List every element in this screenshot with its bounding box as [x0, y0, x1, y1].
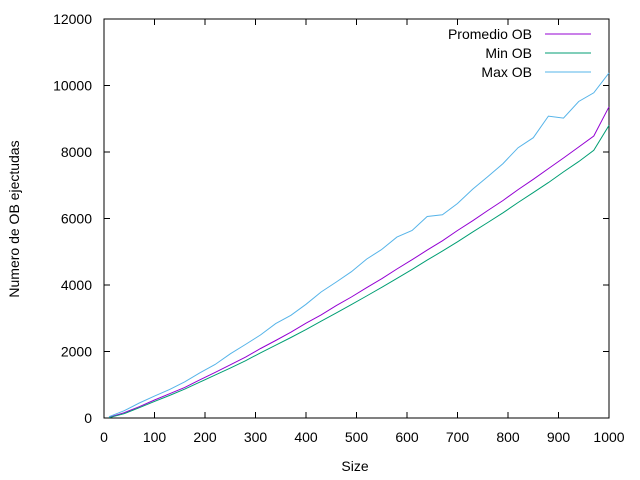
series-line-2 [108, 125, 610, 419]
y-axis-label: Numero de OB ejectudas [6, 140, 22, 297]
x-tick-label: 200 [193, 429, 217, 445]
y-tick-label: 12000 [53, 11, 92, 27]
x-tick-label: 500 [345, 429, 369, 445]
x-tick-label: 700 [446, 429, 470, 445]
y-tick-label: 0 [84, 410, 92, 426]
x-axis: 0 100 200 300 400 500 600 700 800 900 1000 [100, 19, 625, 445]
x-tick-label: 800 [496, 429, 520, 445]
x-tick-label: 600 [395, 429, 419, 445]
x-tick-label: 100 [143, 429, 167, 445]
plot-border [103, 18, 610, 419]
y-axis: 0 2000 4000 6000 8000 10000 12000 [53, 11, 609, 426]
plot-frame [103, 18, 610, 419]
series-layer [108, 72, 610, 419]
x-tick-label: 0 [100, 429, 108, 445]
x-tick-label: 400 [294, 429, 318, 445]
y-tick-label: 4000 [61, 277, 92, 293]
y-tick-label: 8000 [61, 144, 92, 160]
y-tick-label: 10000 [53, 78, 92, 94]
x-tick-label: 300 [244, 429, 268, 445]
legend-label: Max OB [481, 64, 532, 80]
legend-label: Min OB [485, 45, 532, 61]
x-tick-label: 900 [547, 429, 571, 445]
series-line-1 [108, 106, 610, 418]
series-line-3 [108, 72, 610, 418]
legend-label: Promedio OB [448, 26, 532, 42]
x-axis-label: Size [341, 458, 368, 474]
legend: Promedio OB Min OB Max OB [448, 26, 591, 80]
y-tick-label: 2000 [61, 344, 92, 360]
x-tick-label: 1000 [593, 429, 624, 445]
y-tick-label: 6000 [61, 211, 92, 227]
